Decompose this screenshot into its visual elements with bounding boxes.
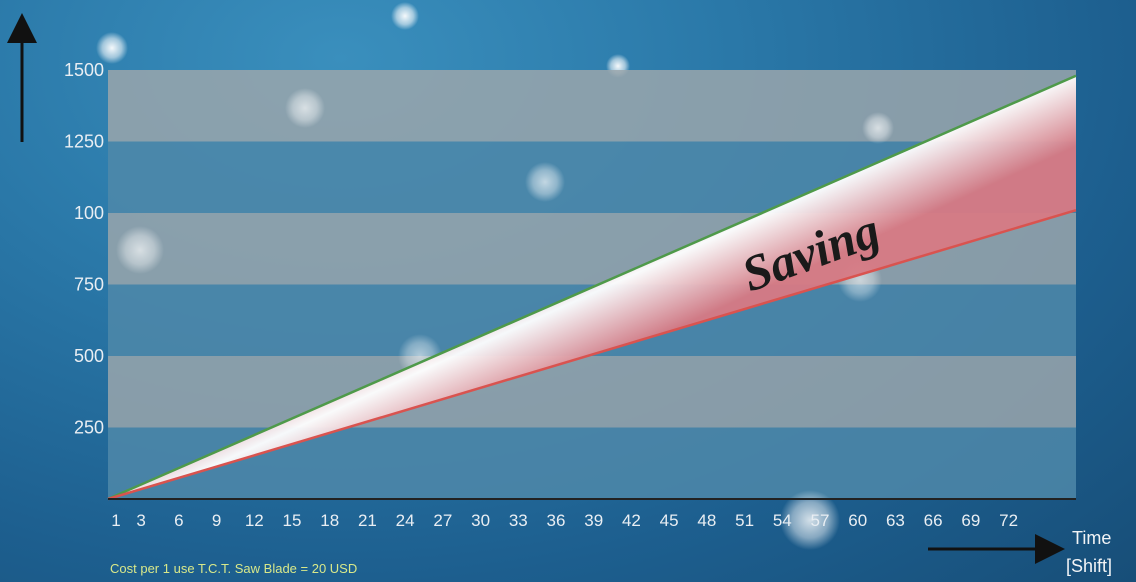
x-tick-label: 6	[174, 511, 183, 530]
x-tick-label: 63	[886, 511, 905, 530]
x-axis-unit: [Shift]	[1066, 556, 1112, 576]
y-tick-label: 500	[74, 346, 104, 366]
x-tick-label: 12	[245, 511, 264, 530]
y-tick-label: 250	[74, 418, 104, 438]
x-tick-label: 72	[999, 511, 1018, 530]
x-tick-label: 9	[212, 511, 221, 530]
x-tick-label: 36	[547, 511, 566, 530]
x-tick-label: 57	[811, 511, 830, 530]
x-tick-label: 15	[283, 511, 302, 530]
line-upper-series	[107, 74, 1077, 501]
x-tick-label: 48	[697, 511, 716, 530]
x-tick-label: 18	[320, 511, 339, 530]
x-tick-label: 60	[848, 511, 867, 530]
grid-band	[108, 70, 1076, 142]
x-tick-label: 3	[136, 511, 145, 530]
x-axis-title: Time	[1072, 528, 1111, 548]
x-tick-label: 54	[773, 511, 792, 530]
background-glows	[96, 2, 630, 78]
x-tick-label: 39	[584, 511, 603, 530]
y-tick-label: 100	[74, 203, 104, 223]
x-tick-label: 51	[735, 511, 754, 530]
grid-band	[108, 356, 1076, 428]
y-tick-label: 1250	[64, 132, 104, 152]
y-tick-label: 1500	[64, 60, 104, 80]
x-tick-label: 33	[509, 511, 528, 530]
line-lower-series	[107, 208, 1077, 501]
x-axis-ticks: 1 3 6 9 12 15 18 21 24 27 30 33 36 39 42 45 48 51 54 57 60 63…	[111, 511, 1018, 530]
x-tick-label: 45	[660, 511, 679, 530]
x-tick-label: 30	[471, 511, 490, 530]
x-tick-label: 24	[396, 511, 415, 530]
x-tick-label: 42	[622, 511, 641, 530]
x-tick-label: 1	[111, 511, 120, 530]
y-tick-label: 750	[74, 275, 104, 295]
x-tick-label: 66	[924, 511, 943, 530]
x-tick-label: 27	[433, 511, 452, 530]
y-axis-ticks: 250 500 750 100 1250 1500	[64, 60, 104, 438]
x-tick-label: 21	[358, 511, 377, 530]
x-tick-label: 69	[961, 511, 980, 530]
cost-annotation: Cost per 1 use T.C.T. Saw Blade = 20 USD	[110, 561, 357, 576]
